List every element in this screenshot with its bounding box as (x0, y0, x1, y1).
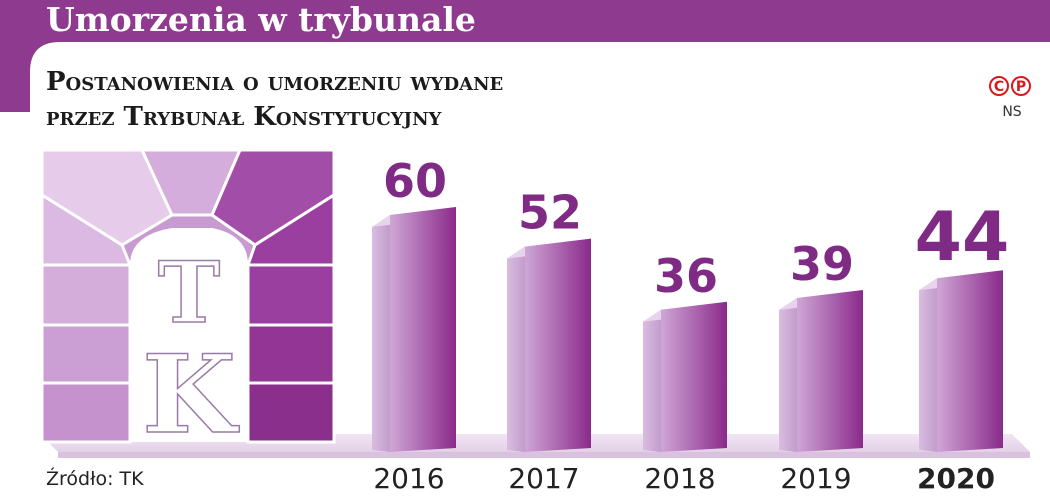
logo-stone-l4 (40, 381, 132, 444)
bar-side-2020 (919, 278, 937, 452)
copyright-badge: C P (989, 76, 1031, 96)
logo-stone-tl (40, 148, 174, 247)
logo-stone-l3 (40, 323, 132, 385)
year-label-2019: 2019 (780, 462, 851, 495)
year-label-2016: 2016 (373, 462, 444, 495)
author-initials: NS (1002, 104, 1021, 120)
bar-series: 60 2016 52 2017 36 2018 39 2019 44 2020 (372, 154, 1009, 495)
year-label-2020: 2020 (917, 462, 995, 495)
value-label-2019: 39 (790, 237, 854, 291)
logo-stone-r2 (246, 263, 336, 327)
source-note: Źródło: TK (46, 467, 144, 490)
year-label-2017: 2017 (508, 462, 579, 495)
bar-front-2017 (525, 238, 591, 452)
bar-2016 (372, 207, 456, 452)
value-label-2018: 36 (654, 249, 718, 303)
bar-front-2016 (390, 207, 456, 452)
logo-arch (130, 228, 248, 442)
header-title: Umorzenia w trybunale (46, 0, 476, 39)
bar-front-2018 (661, 301, 727, 452)
header-shape (0, 0, 1050, 112)
logo-stone-r4 (246, 381, 336, 444)
value-label-2016: 60 (383, 154, 447, 208)
copyright-p-letter: P (1016, 79, 1026, 95)
chart-subtitle-line-1: Postanowienia o umorzeniu wydane (46, 67, 503, 97)
pedestal-edge (58, 452, 1030, 458)
copyright-p-icon (1011, 76, 1031, 96)
bar-front-2020 (937, 270, 1003, 452)
logo-letter-t: T (158, 243, 221, 342)
value-label-2017: 52 (518, 186, 582, 240)
logo-stone-r3 (246, 323, 336, 385)
value-label-2020: 44 (915, 198, 1010, 277)
tribunal-logo: T K (40, 148, 336, 459)
chart-subtitle-line-2: przez Trybunał Konstytucyjny (46, 102, 443, 132)
bar-2019 (779, 289, 863, 452)
copyright-c-letter: C (994, 79, 1004, 95)
bar-2017 (507, 238, 591, 452)
bar-side-2017 (507, 246, 525, 452)
copyright-c-icon (989, 76, 1009, 96)
logo-stone-l2 (40, 263, 132, 327)
bar-side-2018 (643, 309, 661, 452)
bar-side-2016 (372, 215, 390, 452)
logo-letter-k: K (142, 332, 240, 458)
bar-front-2019 (797, 289, 863, 452)
right-margin (1038, 42, 1050, 498)
bar-2020 (919, 270, 1003, 452)
bar-side-2019 (779, 297, 797, 452)
bar-2018 (643, 301, 727, 452)
year-label-2018: 2018 (644, 462, 715, 495)
